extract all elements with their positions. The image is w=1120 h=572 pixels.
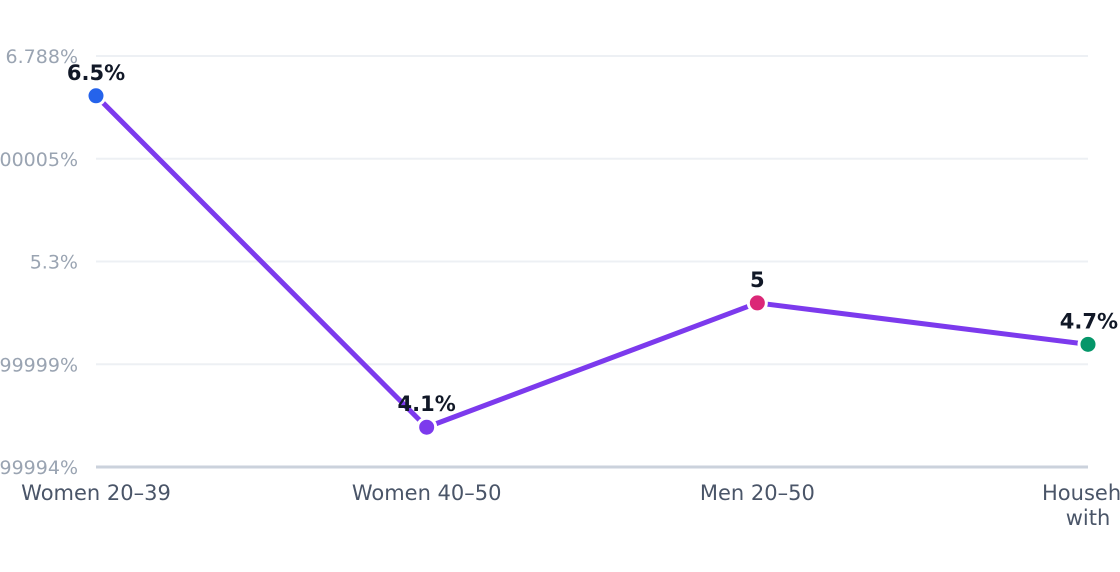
data-point (746, 292, 768, 314)
data-point (1077, 333, 1099, 355)
x-tick-label-line: Househo (1042, 481, 1120, 505)
y-tick-label: 99999% (0, 354, 78, 376)
data-points (85, 85, 1099, 438)
x-tick-label-line: Women 20–39 (21, 481, 171, 505)
data-label: 4.1% (398, 392, 456, 416)
x-tick-label: Women 20–39 (21, 481, 171, 505)
series-line (93, 93, 1091, 430)
data-point (416, 416, 438, 438)
x-tick-label: Men 20–50 (700, 481, 815, 505)
data-label: 4.7% (1060, 309, 1118, 333)
y-tick-label: 6.788% (6, 46, 78, 68)
x-tick-label-line: Women 40–50 (352, 481, 502, 505)
y-tick-label: 00005% (0, 149, 78, 171)
gridlines (96, 55, 1088, 366)
x-tick-label-line: Men 20–50 (700, 481, 815, 505)
x-tick-label: Women 40–50 (352, 481, 502, 505)
data-label: 6.5% (67, 61, 125, 85)
y-tick-label: 99994% (0, 457, 78, 479)
y-axis-ticks: 6.788% 00005% 5.3% 99999% 99994% (0, 46, 78, 479)
x-tick-label: Househowith (1042, 481, 1120, 530)
y-tick-label: 5.3% (30, 252, 78, 274)
x-tick-label-line: with (1066, 506, 1111, 530)
data-label: 5 (750, 268, 765, 292)
data-labels: 6.5% 4.1% 5 4.7% (67, 61, 1118, 416)
x-axis-ticks: Women 20–39 Women 40–50 Men 20–50 Househowi… (21, 481, 1120, 530)
data-point (85, 85, 107, 107)
